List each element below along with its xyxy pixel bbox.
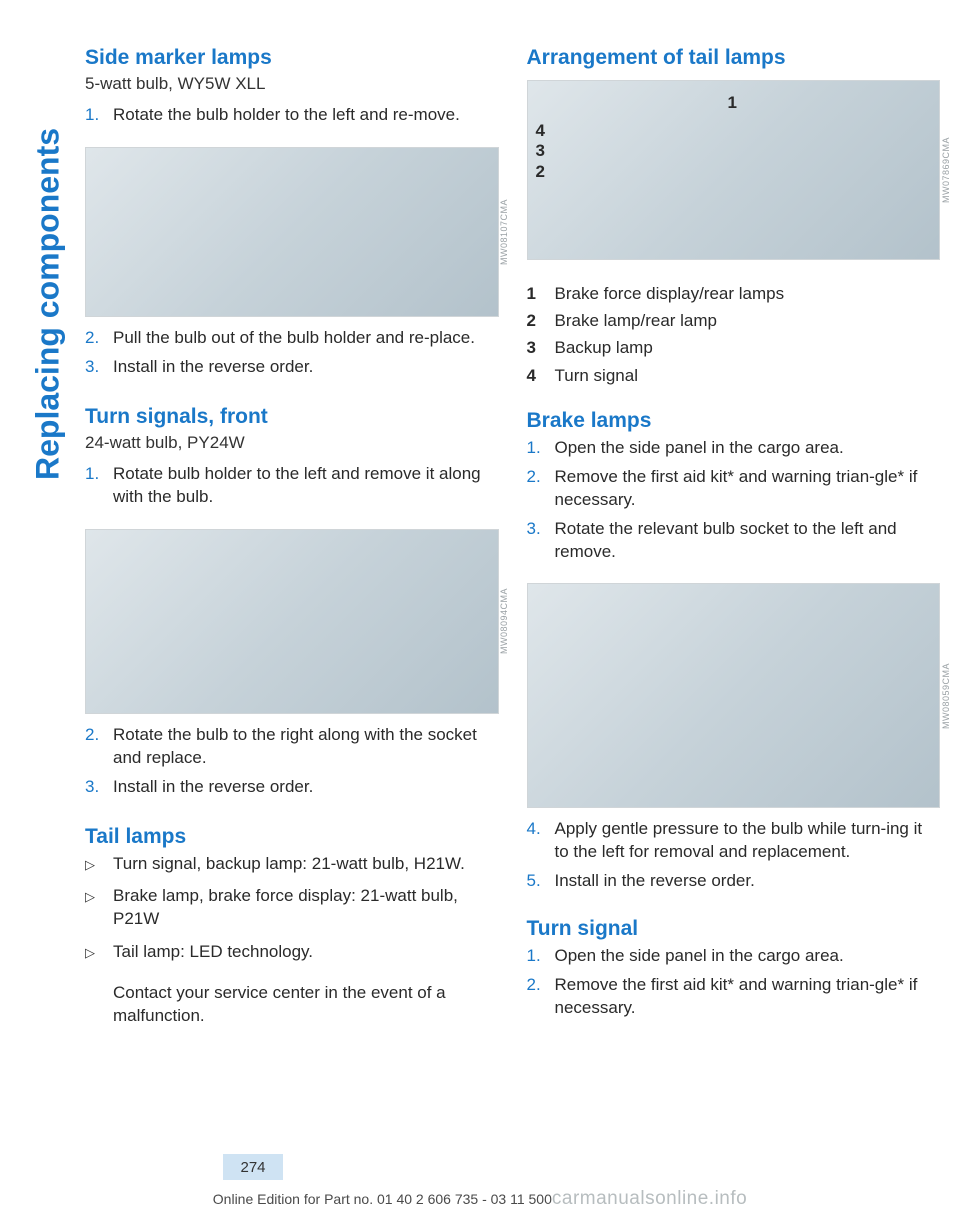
step-text: Apply gentle pressure to the bulb while … <box>555 818 941 864</box>
step: 2.Pull the bulb out of the bulb holder a… <box>85 327 499 350</box>
bullets-tail-lamps: ▷Turn signal, backup lamp: 21-watt bulb,… <box>85 853 499 975</box>
step: 2.Remove the first aid kit* and warning … <box>527 466 941 512</box>
callout-2: 2 <box>536 162 545 182</box>
legend-item: 4Turn signal <box>527 362 941 389</box>
step-text: Install in the reverse order. <box>113 356 499 379</box>
legend-text: Brake lamp/rear lamp <box>555 307 718 334</box>
heading-tail-lamps: Tail lamps <box>85 825 499 849</box>
tail-lamps-note: Contact your service center in the event… <box>113 982 499 1028</box>
page-number: 274 <box>223 1154 283 1180</box>
figure-turn-front <box>85 529 499 714</box>
steps-turn-signal: 1.Open the side panel in the cargo area.… <box>527 945 941 1026</box>
steps-brake-top: 1.Open the side panel in the cargo area.… <box>527 437 941 570</box>
heading-arrangement: Arrangement of tail lamps <box>527 46 941 70</box>
heading-turn-front: Turn signals, front <box>85 405 499 429</box>
steps-side-marker-top: 1.Rotate the bulb holder to the left and… <box>85 104 499 133</box>
page-content: Side marker lamps 5-watt bulb, WY5W XLL … <box>85 40 940 1162</box>
heading-side-marker: Side marker lamps <box>85 46 499 70</box>
callout-3: 3 <box>536 141 545 161</box>
legend-arrangement: 1Brake force display/rear lamps 2Brake l… <box>527 280 941 389</box>
step-number: 1. <box>527 437 555 460</box>
step: 5.Install in the reverse order. <box>527 870 941 893</box>
steps-turn-front-bottom: 2.Rotate the bulb to the right along wit… <box>85 724 499 805</box>
step-text: Install in the reverse order. <box>113 776 499 799</box>
step-number: 2. <box>85 724 113 747</box>
step-number: 3. <box>85 356 113 379</box>
step: 1.Rotate the bulb holder to the left and… <box>85 104 499 127</box>
step-number: 4. <box>527 818 555 841</box>
step: 4.Apply gentle pressure to the bulb whil… <box>527 818 941 864</box>
step-text: Rotate the bulb to the right along with … <box>113 724 499 770</box>
step: 3.Install in the reverse order. <box>85 356 499 379</box>
bullet-icon: ▷ <box>85 853 113 874</box>
step-number: 3. <box>527 518 555 541</box>
legend-num: 4 <box>527 362 555 389</box>
footer: Online Edition for Part no. 01 40 2 606 … <box>0 1188 960 1210</box>
section-label: Replacing components <box>30 128 67 480</box>
step-number: 1. <box>527 945 555 968</box>
legend-num: 2 <box>527 307 555 334</box>
legend-item: 2Brake lamp/rear lamp <box>527 307 941 334</box>
legend-item: 3Backup lamp <box>527 334 941 361</box>
step-text: Open the side panel in the cargo area. <box>555 437 941 460</box>
step-text: Rotate the relevant bulb socket to the l… <box>555 518 941 564</box>
bullet: ▷Brake lamp, brake force display: 21-wat… <box>85 885 499 931</box>
footer-text: Online Edition for Part no. 01 40 2 606 … <box>213 1191 552 1207</box>
step-text: Rotate bulb holder to the left and remov… <box>113 463 499 509</box>
intro-turn-front: 24-watt bulb, PY24W <box>85 433 499 453</box>
steps-brake-bottom: 4.Apply gentle pressure to the bulb whil… <box>527 818 941 899</box>
legend-text: Brake force display/rear lamps <box>555 280 785 307</box>
step: 3.Install in the reverse order. <box>85 776 499 799</box>
step: 3.Rotate the relevant bulb socket to the… <box>527 518 941 564</box>
bullet: ▷Turn signal, backup lamp: 21-watt bulb,… <box>85 853 499 876</box>
step-text: Remove the first aid kit* and warning tr… <box>555 466 941 512</box>
legend-text: Turn signal <box>555 362 638 389</box>
steps-side-marker-bottom: 2.Pull the bulb out of the bulb holder a… <box>85 327 499 385</box>
step-text: Install in the reverse order. <box>555 870 941 893</box>
intro-side-marker: 5-watt bulb, WY5W XLL <box>85 74 499 94</box>
step-number: 2. <box>527 466 555 489</box>
step-number: 1. <box>85 104 113 127</box>
heading-turn-signal: Turn signal <box>527 917 941 941</box>
figure-brake-lamps <box>527 583 941 808</box>
legend-num: 1 <box>527 280 555 307</box>
figure-side-marker <box>85 147 499 317</box>
bullet-text: Tail lamp: LED technology. <box>113 941 499 964</box>
legend-text: Backup lamp <box>555 334 653 361</box>
steps-turn-front-top: 1.Rotate bulb holder to the left and rem… <box>85 463 499 515</box>
step: 1.Open the side panel in the cargo area. <box>527 945 941 968</box>
step: 1.Open the side panel in the cargo area. <box>527 437 941 460</box>
legend-num: 3 <box>527 334 555 361</box>
bullet: ▷Tail lamp: LED technology. <box>85 941 499 964</box>
bullet-text: Brake lamp, brake force display: 21-watt… <box>113 885 499 931</box>
callouts-left: 4 3 2 <box>536 121 545 182</box>
step-text: Pull the bulb out of the bulb holder and… <box>113 327 499 350</box>
right-column: Arrangement of tail lamps 1 4 3 2 1Brake… <box>527 40 941 1162</box>
step-number: 2. <box>527 974 555 997</box>
step-number: 5. <box>527 870 555 893</box>
left-column: Side marker lamps 5-watt bulb, WY5W XLL … <box>85 40 499 1162</box>
step-number: 1. <box>85 463 113 486</box>
step-number: 3. <box>85 776 113 799</box>
step-text: Rotate the bulb holder to the left and r… <box>113 104 499 127</box>
step-text: Remove the first aid kit* and warning tr… <box>555 974 941 1020</box>
step: 2.Rotate the bulb to the right along wit… <box>85 724 499 770</box>
callout-1: 1 <box>728 93 737 113</box>
bullet-text: Turn signal, backup lamp: 21-watt bulb, … <box>113 853 499 876</box>
legend-item: 1Brake force display/rear lamps <box>527 280 941 307</box>
step: 1.Rotate bulb holder to the left and rem… <box>85 463 499 509</box>
step: 2.Remove the first aid kit* and warning … <box>527 974 941 1020</box>
bullet-icon: ▷ <box>85 885 113 906</box>
callout-4: 4 <box>536 121 545 141</box>
watermark: carmanualsonline.info <box>552 1188 747 1209</box>
step-text: Open the side panel in the cargo area. <box>555 945 941 968</box>
bullet-icon: ▷ <box>85 941 113 962</box>
heading-brake-lamps: Brake lamps <box>527 409 941 433</box>
step-number: 2. <box>85 327 113 350</box>
figure-arrangement: 1 4 3 2 <box>527 80 941 260</box>
